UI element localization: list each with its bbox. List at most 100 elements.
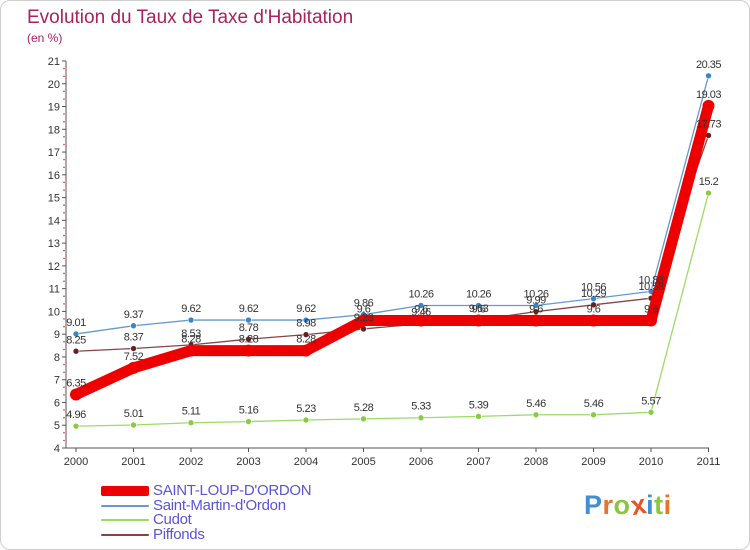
data-label: 9.62 [181,303,201,315]
data-label: 9.01 [66,317,86,329]
data-label: 8.37 [124,332,144,344]
y-minor-tick [63,386,65,389]
data-label: 9.6 [587,304,601,316]
y-tick-label: 4 [54,443,60,455]
legend-label: Saint-Martin-d'Ordon [153,496,286,514]
data-label: 5.46 [584,398,604,410]
y-minor-tick [63,280,65,282]
data-label: 5.23 [296,403,316,415]
x-tick-label: 2010 [639,456,663,468]
y-minor-tick [63,181,65,184]
data-label: 8.25 [66,334,86,346]
x-tick-label: 2006 [409,456,433,468]
legend-item: SAINT-LOUP-D'ORDON [101,482,312,500]
data-point [185,344,197,357]
y-minor-tick [63,409,65,411]
data-point [417,414,425,422]
data-point [72,347,80,355]
data-label: 5.33 [411,401,431,413]
y-tick-label: 13 [48,238,60,250]
data-label: 8.28 [239,334,259,346]
y-minor-tick [63,67,65,70]
data-point [645,314,657,327]
data-label: 6.35 [66,378,86,390]
proxiti-logo: Proxiti [584,489,672,521]
data-point [245,335,252,343]
data-label: 9.46 [411,307,431,319]
data-point [130,322,137,330]
series-line-saint-martin-d-ordon [75,75,710,335]
legend-label: Piffonds [153,525,205,543]
y-minor-tick [63,98,65,100]
data-point [415,314,427,327]
x-tick-label: 2001 [121,456,145,468]
y-tick-label: 15 [48,193,60,205]
data-point [475,302,482,309]
y-minor-tick [63,295,65,297]
y-minor-tick [63,75,65,78]
legend-label: SAINT-LOUP-D'ORDON [153,482,312,500]
y-minor-tick [63,371,65,373]
data-point [357,314,370,327]
data-label: 5.46 [526,398,546,410]
x-tick-label: 2008 [524,456,548,468]
y-tick-label: 8 [54,352,60,364]
y-minor-tick [63,120,65,123]
y-tick-label: 7 [54,375,60,387]
x-tick-label: 2011 [697,456,721,468]
data-point [70,388,82,401]
data-label: 9.6 [644,304,658,316]
x-tick-label: 2009 [581,456,605,468]
y-minor-tick [63,363,65,366]
data-label: 9.62 [239,303,259,315]
legend-item: Cudot [101,511,311,529]
legend-swatch [101,519,149,522]
data-point [590,301,597,309]
y-tick-label: 6 [54,397,60,409]
data-label: 9.99 [526,295,546,307]
x-tick-label: 2004 [294,456,318,468]
data-label: 10.56 [581,282,606,294]
y-minor-tick [63,257,65,260]
data-point [187,419,195,427]
data-label: 10.26 [523,288,548,300]
y-minor-tick [63,90,65,93]
legend-swatch [101,533,149,536]
x-tick-label: 2007 [466,456,490,468]
data-label: 9.23 [354,312,374,324]
data-label: 9.6 [529,304,543,316]
data-point [245,316,252,324]
legend-label: Cudot [153,511,192,529]
data-point [705,189,712,197]
y-tick-label: 18 [48,124,60,136]
y-minor-tick [63,234,65,237]
y-minor-tick [63,272,65,275]
y-tick-label: 19 [48,102,60,114]
data-point [530,314,542,327]
y-tick-label: 17 [48,147,60,159]
y-tick-label: 16 [48,170,60,182]
y-tick-label: 12 [48,261,60,273]
y-minor-tick [63,143,65,146]
data-label: 5.39 [469,399,489,411]
y-minor-tick [63,136,65,138]
data-label: 9.6 [357,304,371,316]
data-label: 8.98 [296,318,316,330]
data-label: 10.88 [638,274,663,286]
data-point [127,361,140,374]
data-point [705,72,712,80]
data-label: 5.01 [124,408,144,420]
y-minor-tick [63,325,65,328]
data-label: 8.28 [181,334,201,346]
y-tick-label: 21 [48,56,60,68]
y-minor-tick [63,416,65,419]
chart-subtitle: (en %) [27,31,63,45]
data-label: 8.78 [239,322,259,334]
logo-letter: P [584,490,603,520]
data-label: 9.6 [472,304,486,316]
y-minor-tick [63,348,65,351]
data-label: 9.62 [296,303,316,315]
data-label: 8.53 [181,328,201,340]
logo-letter: i [646,490,655,520]
